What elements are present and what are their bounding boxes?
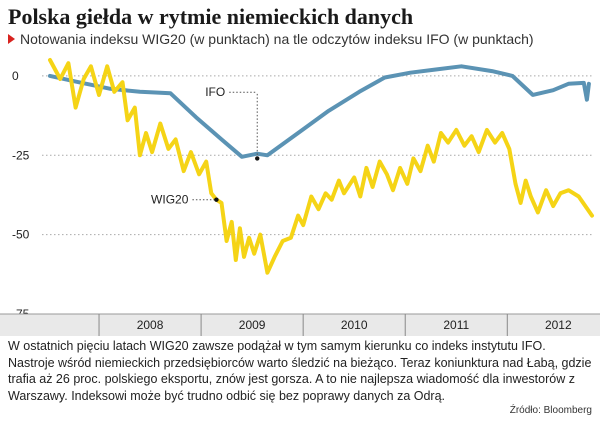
series-line-ifo [48,64,591,159]
triangle-marker-icon [8,34,15,44]
wig20-annotation-dot [214,197,219,202]
ifo-series-label: IFO [205,85,225,99]
y-tick-label: -50 [12,228,30,242]
x-tick-label: 2009 [239,318,266,332]
wig20-series-label: WIG20 [151,193,189,207]
chart-title: Polska giełda w rytmie niemieckich danyc… [8,4,414,29]
source-note: Źródło: Bloomberg [509,405,592,416]
x-axis-band [0,314,600,336]
chart-subtitle: Notowania indeksu WIG20 (w punktach) na … [8,31,534,47]
y-tick-label: 0 [12,69,19,83]
x-tick-label: 2010 [341,318,368,332]
chart-description: W ostatnich pięciu latach WIG20 zawsze p… [8,339,592,403]
y-tick-label: -25 [12,148,30,162]
wig20-ifo-line-chart: 0-25-50-7520082009201020112012IFOWIG20 [0,58,600,336]
ifo-annotation-dot [255,156,260,161]
x-tick-label: 2012 [545,318,572,332]
series-line-wig20 [48,58,594,275]
x-tick-label: 2011 [443,318,469,332]
x-tick-label: 2008 [137,318,164,332]
chart-subtitle-text: Notowania indeksu WIG20 (w punktach) na … [20,31,534,47]
